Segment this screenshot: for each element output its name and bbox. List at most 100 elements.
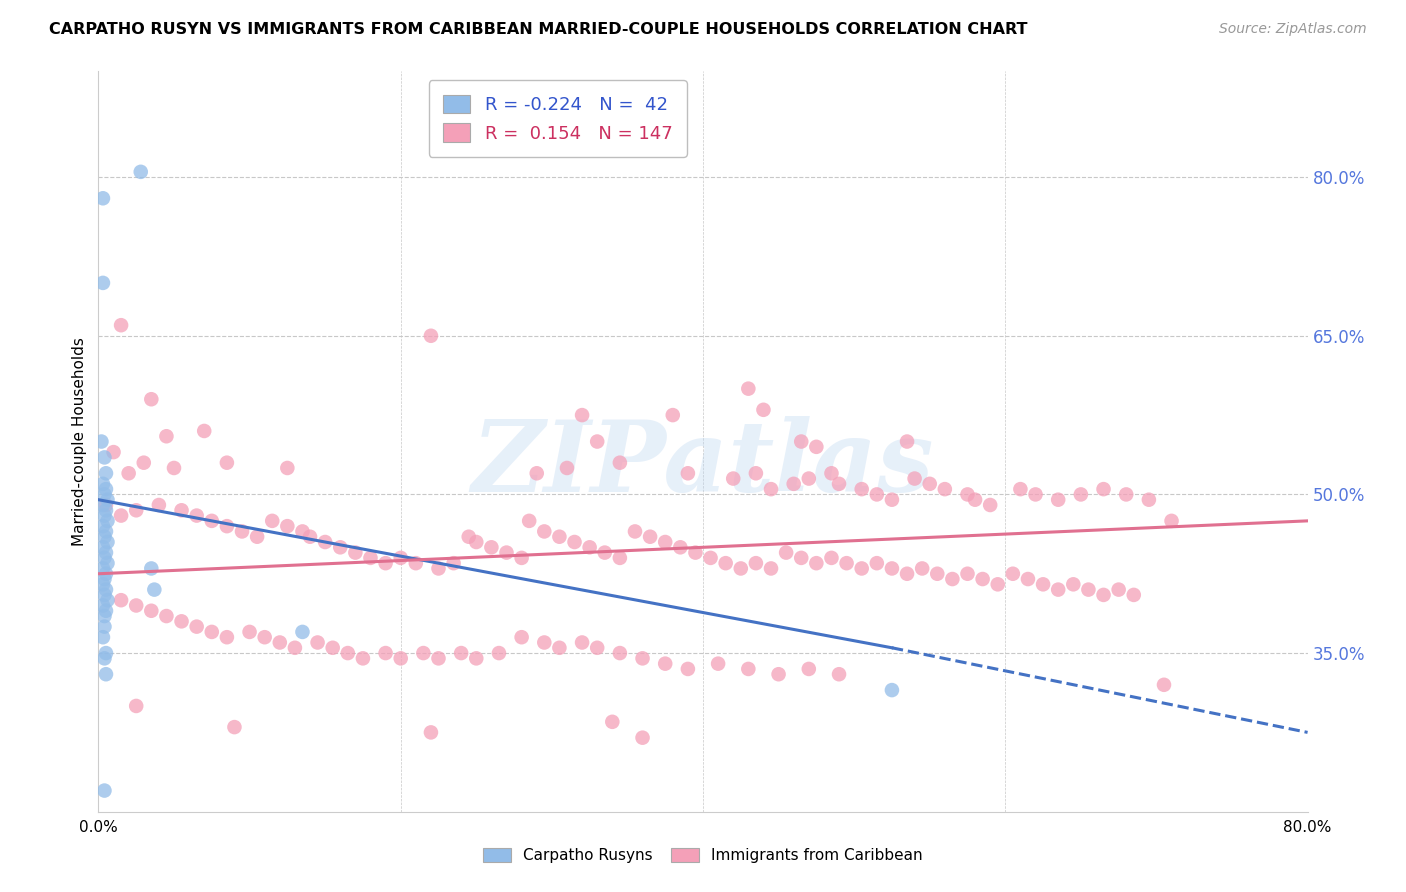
Point <box>231 524 253 539</box>
Point <box>374 646 396 660</box>
Text: ZIPatlas: ZIPatlas <box>472 416 934 512</box>
Point <box>94 467 117 481</box>
Point <box>284 640 307 655</box>
Point <box>90 434 112 449</box>
Point <box>94 546 117 560</box>
Point <box>94 566 117 581</box>
Point <box>723 472 745 486</box>
Point <box>1092 588 1115 602</box>
Point <box>783 476 806 491</box>
Point <box>91 191 114 205</box>
Point <box>851 561 873 575</box>
Point <box>93 450 115 465</box>
Point <box>201 514 224 528</box>
Point <box>93 619 115 633</box>
Point <box>110 593 132 607</box>
Point <box>374 556 396 570</box>
Point <box>1047 492 1070 507</box>
Point <box>1108 582 1130 597</box>
Point <box>571 408 593 422</box>
Point <box>186 508 208 523</box>
Point <box>609 456 631 470</box>
Point <box>314 535 336 549</box>
Point <box>322 640 344 655</box>
Point <box>93 609 115 624</box>
Point <box>465 651 488 665</box>
Point <box>624 524 647 539</box>
Point <box>797 472 820 486</box>
Point <box>91 561 114 575</box>
Point <box>94 604 117 618</box>
Point <box>93 572 115 586</box>
Point <box>96 492 118 507</box>
Point <box>956 566 979 581</box>
Point <box>170 615 193 629</box>
Point <box>389 550 412 565</box>
Point <box>163 461 186 475</box>
Point <box>94 646 117 660</box>
Point <box>510 550 533 565</box>
Point <box>262 514 284 528</box>
Point <box>143 582 166 597</box>
Point <box>699 550 721 565</box>
Point <box>125 599 148 613</box>
Point <box>941 572 963 586</box>
Point <box>1032 577 1054 591</box>
Point <box>94 498 117 512</box>
Point <box>526 467 548 481</box>
Point <box>481 541 503 555</box>
Point <box>896 566 918 581</box>
Point <box>276 461 298 475</box>
Point <box>654 535 676 549</box>
Point <box>685 546 707 560</box>
Point <box>1115 487 1137 501</box>
Point <box>1062 577 1084 591</box>
Point <box>548 530 571 544</box>
Point <box>93 487 115 501</box>
Point <box>806 556 828 570</box>
Point <box>93 530 115 544</box>
Point <box>420 328 443 343</box>
Point <box>389 651 412 665</box>
Point <box>820 550 842 565</box>
Point <box>752 402 775 417</box>
Point <box>737 382 759 396</box>
Point <box>94 503 117 517</box>
Point <box>215 456 238 470</box>
Point <box>609 646 631 660</box>
Point <box>790 434 813 449</box>
Point <box>224 720 246 734</box>
Point <box>91 599 114 613</box>
Point <box>1153 678 1175 692</box>
Point <box>880 561 903 575</box>
Point <box>246 530 269 544</box>
Point <box>118 467 141 481</box>
Point <box>880 683 903 698</box>
Point <box>835 556 858 570</box>
Point <box>352 651 374 665</box>
Point <box>593 546 616 560</box>
Point <box>91 577 114 591</box>
Point <box>1010 482 1032 496</box>
Point <box>125 698 148 713</box>
Point <box>329 541 352 555</box>
Point <box>1160 514 1182 528</box>
Point <box>1001 566 1024 581</box>
Point <box>420 725 443 739</box>
Point <box>155 609 177 624</box>
Point <box>91 276 114 290</box>
Point <box>1017 572 1039 586</box>
Point <box>215 519 238 533</box>
Point <box>631 651 654 665</box>
Point <box>91 541 114 555</box>
Point <box>661 408 683 422</box>
Point <box>972 572 994 586</box>
Point <box>609 550 631 565</box>
Point <box>707 657 730 671</box>
Point <box>495 546 517 560</box>
Point <box>768 667 790 681</box>
Point <box>450 646 472 660</box>
Point <box>1024 487 1046 501</box>
Point <box>714 556 737 570</box>
Point <box>94 667 117 681</box>
